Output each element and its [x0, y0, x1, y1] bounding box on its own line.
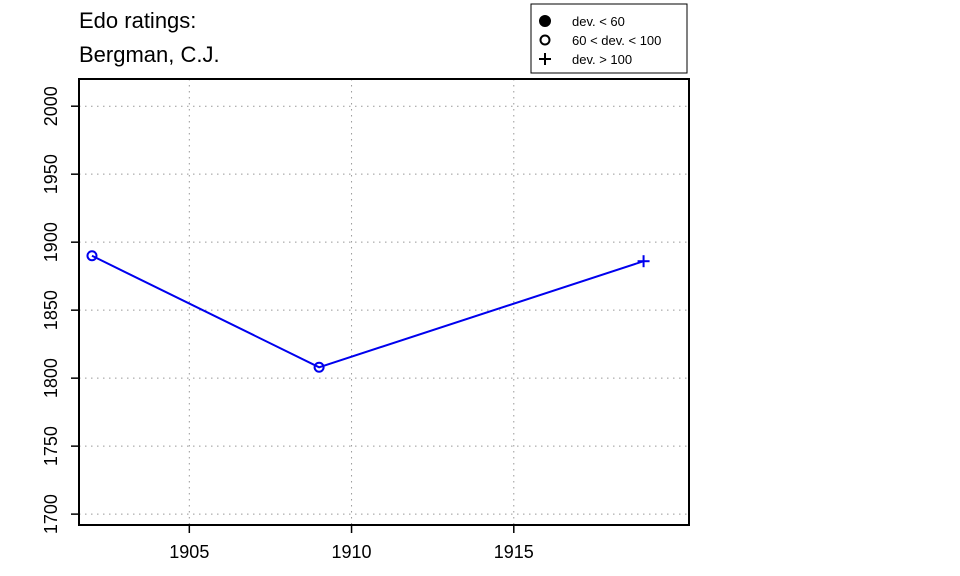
data-point	[86, 250, 98, 262]
x-tick-label: 1905	[169, 542, 209, 562]
chart-title-line-1: Edo ratings:	[79, 8, 196, 33]
legend-label: 60 < dev. < 100	[572, 33, 661, 48]
y-tick-label: 1750	[41, 426, 61, 466]
legend-label: dev. > 100	[572, 52, 632, 67]
legend-box	[530, 3, 688, 74]
y-tick-label: 1900	[41, 222, 61, 262]
legend-marker	[539, 15, 551, 27]
plot-frame	[78, 78, 690, 526]
data-point	[313, 361, 325, 373]
legend: dev. < 60 60 < dev. < 100 dev. > 100	[530, 3, 688, 74]
data-point	[637, 255, 650, 268]
chart-title: Edo ratings: Bergman, C.J.	[79, 8, 220, 67]
legend-marker	[539, 34, 551, 46]
y-tick-label: 2000	[41, 86, 61, 126]
data-series	[86, 250, 650, 373]
x-axis: 1905 1910 1915	[169, 525, 534, 562]
grid	[79, 79, 689, 525]
legend-marker	[539, 53, 551, 65]
x-tick-label: 1910	[332, 542, 372, 562]
y-tick-label: 1950	[41, 154, 61, 194]
chart-title-line-2: Bergman, C.J.	[79, 42, 220, 67]
y-axis: 1700 1750 1800 1850 1900 1950 2000	[41, 86, 79, 534]
legend-label: dev. < 60	[572, 14, 625, 29]
series-line	[91, 254, 644, 369]
y-tick-label: 1700	[41, 494, 61, 534]
x-tick-label: 1915	[494, 542, 534, 562]
y-tick-label: 1850	[41, 290, 61, 330]
y-tick-label: 1800	[41, 358, 61, 398]
